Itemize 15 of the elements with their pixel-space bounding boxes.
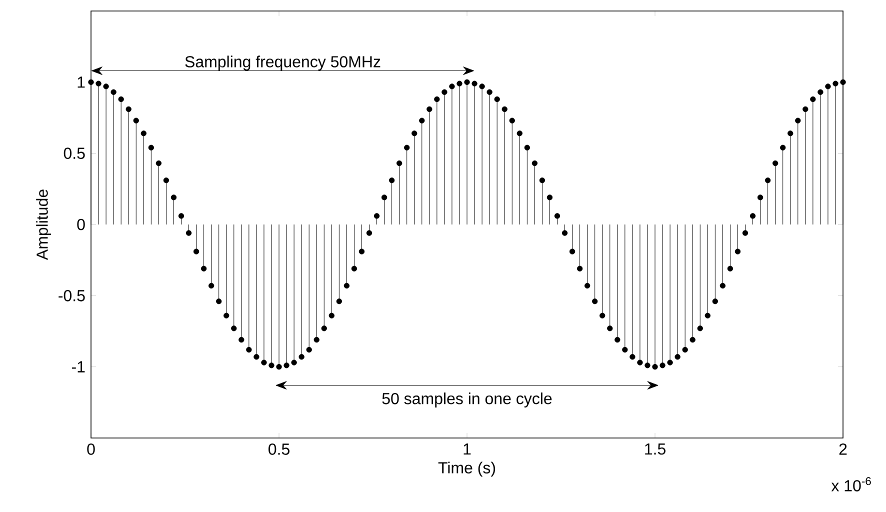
y-tick-label: 0 [77,218,85,230]
y-tick-label: -0.5 [58,290,85,302]
y-tick-label: 1 [78,76,85,88]
x-axis-title: Time (s) [438,462,496,477]
y-tick-label: 0.5 [64,148,85,159]
x-tick-label: 2 [839,444,847,455]
x-tick-label: 0.5 [268,444,290,455]
annotation: 50 samples in one cycle [382,392,552,408]
text: x 10$^{-6}$ [831,477,871,492]
annotation: Sampling frequency 50MHz [185,56,380,71]
x-tick-label: 0 [87,444,95,455]
x-tick-label: 1 [464,444,471,455]
y-tick-label: -1 [72,361,85,372]
x-tick-label: 1.5 [645,444,666,455]
y-axis-title: Amplitude [36,190,52,260]
